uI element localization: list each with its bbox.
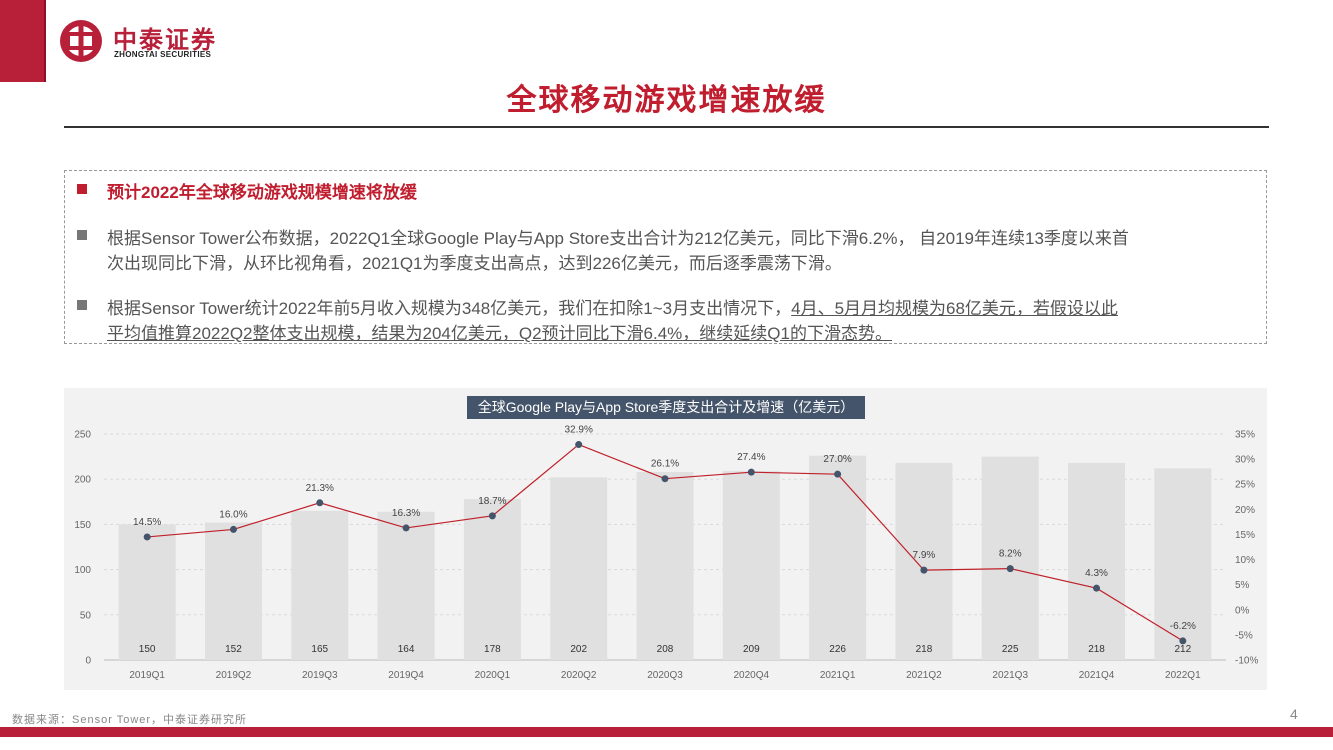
summary-heading: 预计2022年全球移动游戏规模增速将放缓 (107, 183, 417, 202)
summary-textbox: 预计2022年全球移动游戏规模增速将放缓 根据Sensor Tower公布数据，… (64, 170, 1267, 344)
bullet-2-plain-text: 根据Sensor Tower统计2022年前5月收入规模为348亿美元，我们在扣… (107, 299, 792, 318)
bullet-2-underlined-text: 4月、5月月均规模为68亿美元，若假设以此 (791, 299, 1118, 318)
chart-panel (64, 388, 1267, 690)
bullet-square-icon (77, 300, 87, 310)
bullet-2-line-2: 平均值推算2022Q2整体支出规模，结果为204亿美元，Q2预计同比下滑6.4%… (107, 324, 892, 343)
left-accent-divider (44, 0, 46, 82)
bullet-square-icon (77, 184, 87, 194)
bottom-accent-bar (0, 727, 1333, 737)
chart-title: 全球Google Play与App Store季度支出合计及增速（亿美元） (467, 396, 865, 419)
brand-name-cn: 中泰证券 (113, 27, 217, 54)
bullet-1-line-2: 次出现同比下滑，从环比视角看，2021Q1为季度支出高点，达到226亿美元，而后… (107, 254, 842, 273)
brand-name-en: ZHONGTAI SECURITIES (114, 50, 212, 59)
data-source: 数据来源：Sensor Tower，中泰证券研究所 (12, 714, 248, 726)
bullet-square-icon (77, 230, 87, 240)
bullet-2-line-1: 根据Sensor Tower统计2022年前5月收入规模为348亿美元，我们在扣… (107, 294, 1118, 319)
page-number: 4 (1290, 706, 1298, 722)
page-title: 全球移动游戏增速放缓 (506, 83, 827, 118)
zhongtai-logo-icon (60, 20, 102, 62)
left-accent-bar (0, 0, 44, 82)
bullet-1-line-1: 根据Sensor Tower公布数据，2022Q1全球Google Play与A… (107, 229, 1129, 248)
title-divider (64, 126, 1269, 128)
brand-logo: 中泰证券 ZHONGTAI SECURITIES (58, 18, 248, 66)
